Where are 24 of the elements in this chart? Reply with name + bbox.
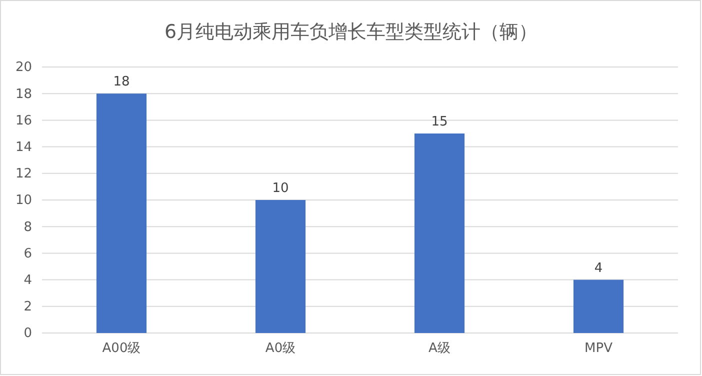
y-tick-label: 14 — [15, 140, 32, 155]
x-tick-label: A0级 — [265, 341, 296, 356]
y-tick-label: 6 — [24, 246, 32, 262]
y-tick-label: 2 — [24, 300, 32, 315]
y-tick-label: 20 — [15, 60, 32, 76]
x-tick-label: A00级 — [102, 341, 141, 356]
bar — [96, 94, 147, 333]
data-label: 10 — [272, 181, 289, 196]
bar — [573, 280, 624, 333]
data-label: 4 — [594, 260, 603, 276]
data-label: 15 — [431, 114, 448, 130]
y-tick-label: 10 — [15, 193, 32, 208]
chart-title: 6月纯电动乘用车负增长车型类型统计（辆） — [164, 21, 538, 43]
bar — [255, 200, 306, 333]
x-tick-label: MPV — [584, 341, 613, 356]
x-tick-label: A级 — [428, 341, 450, 356]
y-tick-label: 18 — [15, 86, 32, 102]
data-label: 18 — [113, 74, 130, 90]
y-tick-label: 16 — [15, 113, 32, 128]
y-tick-label: 0 — [24, 326, 32, 342]
y-tick-label: 8 — [24, 220, 32, 235]
y-tick-label: 12 — [15, 166, 32, 182]
y-tick-label: 4 — [24, 272, 32, 288]
bar — [414, 134, 465, 333]
